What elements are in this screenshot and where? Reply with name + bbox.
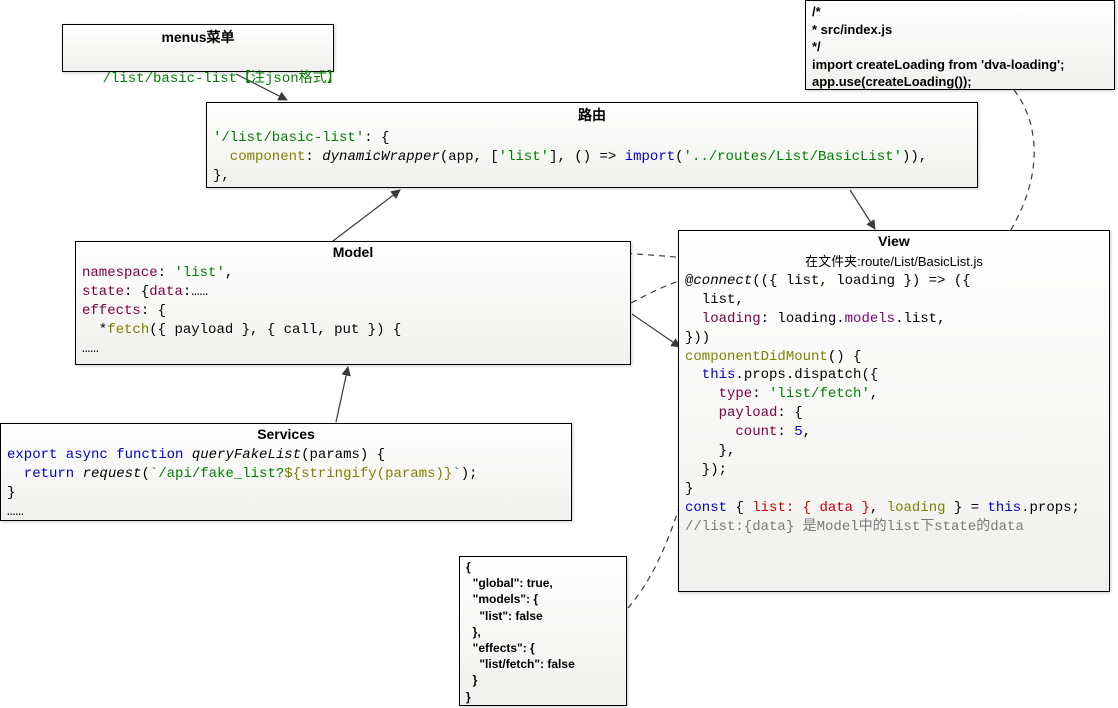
view-title: View — [679, 231, 1109, 251]
menus-title: menus菜单 — [63, 25, 333, 49]
index-note-body: /** src/index.js*/import createLoading f… — [806, 1, 1114, 93]
index-note-box: /** src/index.js*/import createLoading f… — [805, 0, 1115, 90]
menus-body: /list/basic-list【注json格式】 — [63, 49, 333, 110]
routes-title: 路由 — [207, 103, 977, 127]
menus-box: menus菜单 /list/basic-list【注json格式】 — [62, 24, 334, 72]
routes-box: 路由 '/list/basic-list': { component: dyna… — [206, 102, 978, 188]
view-box: View 在文件夹:route/List/BasicList.js @conne… — [678, 230, 1110, 592]
view-subtitle: 在文件夹:route/List/BasicList.js — [679, 251, 1109, 270]
model-box: Model namespace: 'list',state: {data:……e… — [75, 241, 631, 365]
services-title: Services — [1, 424, 571, 444]
json-note-body: { "global": true, "models": { "list": fa… — [460, 557, 626, 707]
model-title: Model — [76, 242, 630, 262]
services-box: Services export async function queryFake… — [0, 423, 572, 521]
services-body: export async function queryFakeList(para… — [1, 444, 571, 524]
model-body: namespace: 'list',state: {data:……effects… — [76, 262, 630, 360]
view-body: @connect(({ list, loading }) => ({ list,… — [679, 270, 1109, 538]
routes-body: '/list/basic-list': { component: dynamic… — [207, 127, 977, 188]
json-note-box: { "global": true, "models": { "list": fa… — [459, 556, 627, 706]
